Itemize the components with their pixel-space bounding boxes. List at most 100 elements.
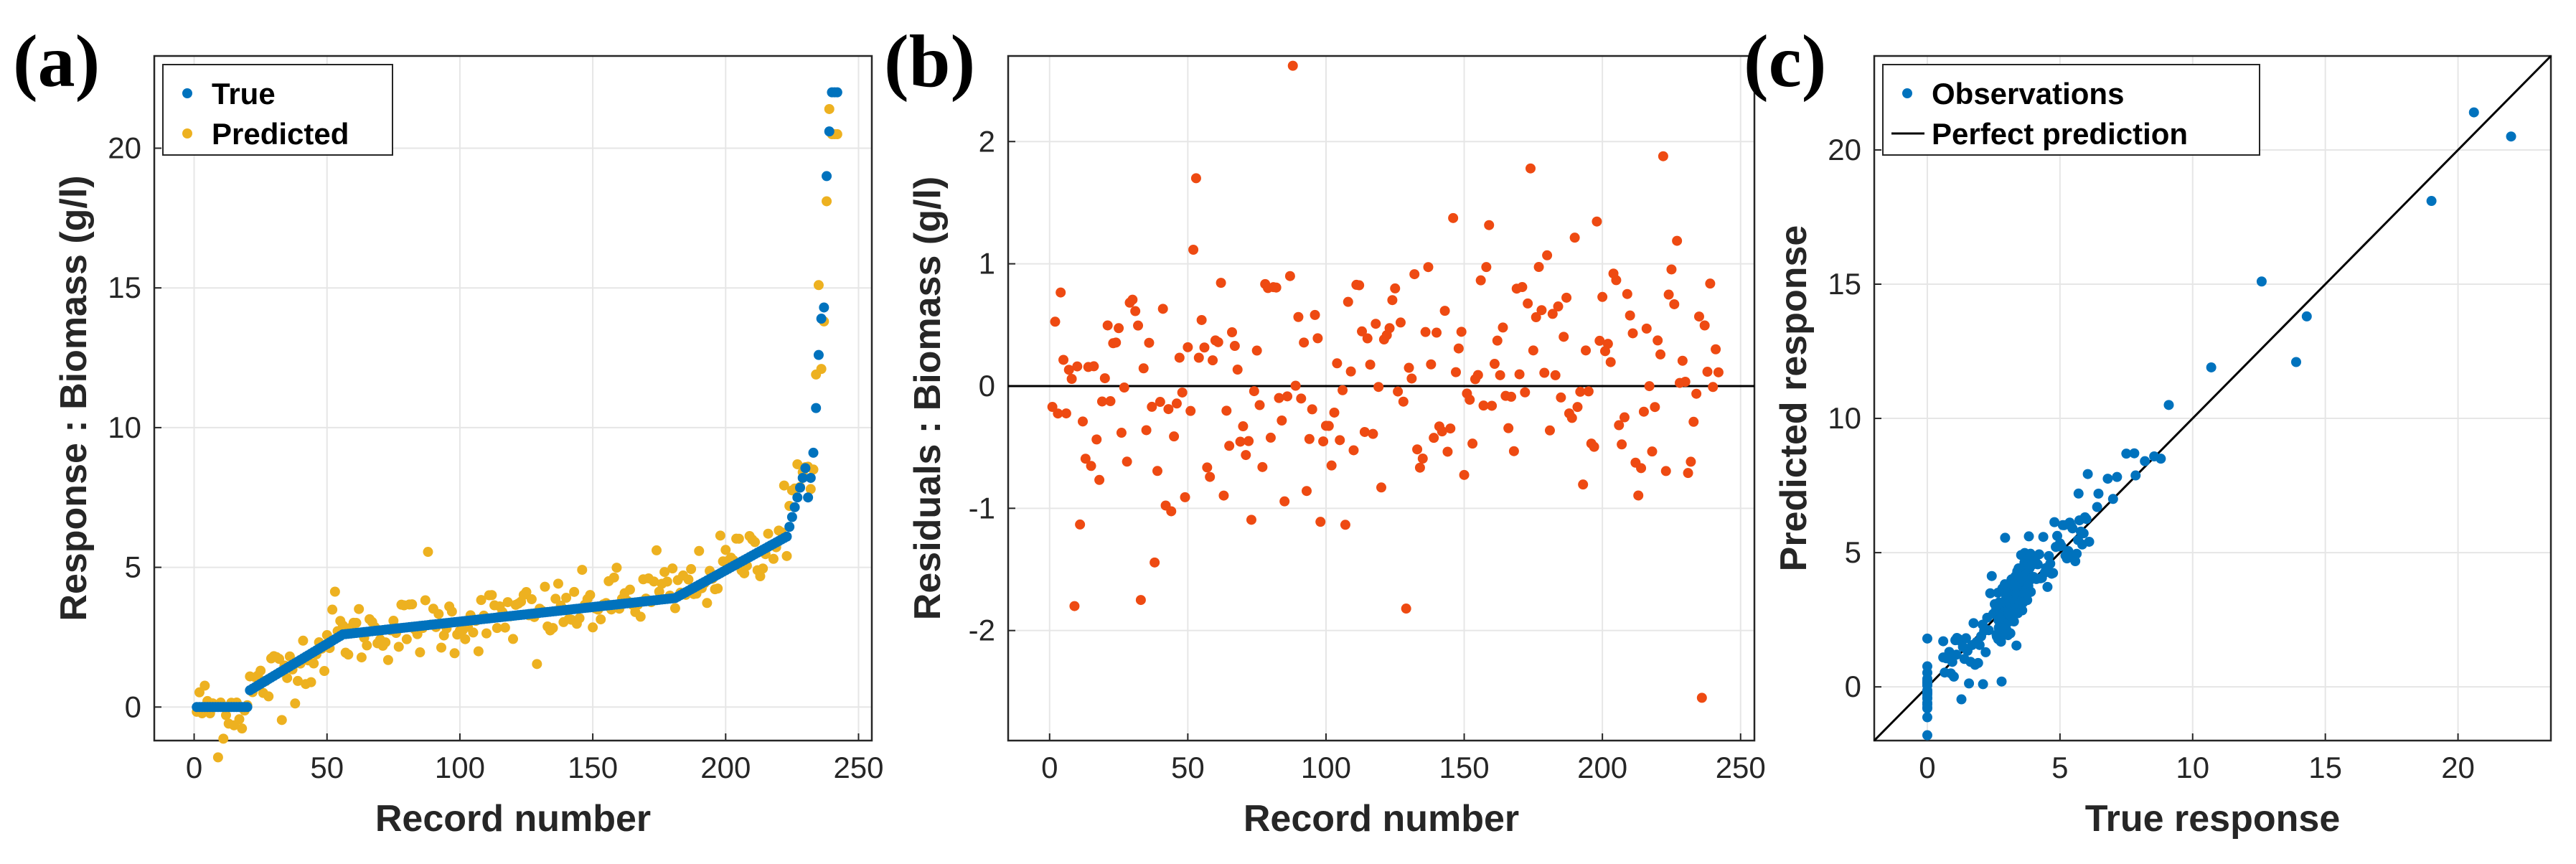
- observation-point: [1922, 692, 1932, 703]
- legend-marker-true: [182, 88, 192, 98]
- residual-point: [1390, 283, 1401, 294]
- observation-point: [1964, 678, 1975, 689]
- x-tick-label: 250: [1716, 751, 1766, 784]
- predicted-point: [481, 628, 492, 639]
- legend-box: [162, 64, 393, 156]
- x-tick-label: 50: [310, 751, 344, 784]
- residual-point: [1583, 386, 1594, 397]
- x-tick-label: 100: [435, 751, 485, 784]
- predicted-point: [499, 622, 510, 633]
- residual-point: [1533, 262, 1544, 273]
- residual-point: [1409, 269, 1420, 280]
- residual-point: [1553, 301, 1564, 312]
- observation-point: [2072, 548, 2082, 559]
- predicted-point: [221, 710, 231, 720]
- residual-point: [1122, 456, 1132, 467]
- predicted-point: [194, 687, 205, 698]
- residual-point: [1503, 423, 1514, 433]
- residual-point: [1296, 393, 1307, 404]
- residual-point: [1213, 337, 1223, 347]
- observation-point: [2256, 276, 2267, 287]
- x-tick-label: 0: [1041, 751, 1058, 784]
- residual-point: [1605, 357, 1616, 367]
- predicted-point: [362, 640, 372, 651]
- residual-point: [1362, 333, 1373, 344]
- predicted-point: [329, 586, 340, 597]
- predicted-point: [540, 581, 550, 592]
- residual-point: [1597, 291, 1608, 302]
- predicted-point: [212, 752, 223, 763]
- y-tick-label: 0: [979, 369, 995, 403]
- true-point: [811, 403, 822, 413]
- predicted-point: [337, 620, 348, 631]
- residual-point: [1467, 438, 1478, 449]
- residual-point: [1508, 446, 1519, 456]
- residual-point: [1111, 337, 1122, 348]
- residual-point: [1406, 373, 1417, 384]
- residual-point: [1354, 280, 1365, 291]
- residual-point: [1105, 396, 1116, 407]
- predicted-point: [476, 595, 486, 606]
- observation-point: [2032, 559, 2043, 570]
- residual-point: [1099, 373, 1110, 384]
- data-points: [1922, 107, 2516, 741]
- observation-point: [2042, 581, 2053, 592]
- observation-point: [2112, 471, 2123, 482]
- residual-point: [1647, 446, 1658, 457]
- residual-point: [1542, 250, 1553, 260]
- predicted-point: [667, 563, 678, 574]
- predicted-point: [290, 698, 301, 709]
- residual-point: [1660, 466, 1671, 476]
- observation-point: [2130, 470, 2141, 481]
- observation-point: [1973, 657, 1983, 668]
- residual-point: [1338, 385, 1348, 395]
- legend-marker-observations: [1902, 88, 1912, 98]
- residual-point: [1686, 456, 1696, 467]
- residual-point: [1293, 311, 1304, 322]
- residual-point: [1376, 482, 1386, 493]
- predicted-point: [561, 593, 572, 604]
- residual-point: [1279, 496, 1290, 507]
- residual-point: [1581, 345, 1592, 356]
- predicted-point: [415, 647, 426, 658]
- residual-point: [1315, 517, 1326, 527]
- residual-point: [1157, 304, 1168, 314]
- residual-point: [1404, 362, 1414, 373]
- predicted-point: [733, 533, 744, 544]
- legend-label-perfect-prediction: Perfect prediction: [1932, 117, 2188, 151]
- residual-point: [1277, 415, 1287, 426]
- x-tick-label: 20: [2441, 751, 2475, 784]
- observation-point: [1922, 673, 1932, 684]
- legend-label-observations: Observations: [1932, 77, 2124, 111]
- true-point: [819, 302, 829, 313]
- predicted-point: [407, 599, 418, 610]
- residual-point: [1304, 433, 1315, 444]
- residual-point: [1069, 601, 1080, 611]
- predicted-point: [624, 584, 635, 595]
- residual-point: [1666, 264, 1677, 275]
- y-tick-label: 10: [108, 410, 141, 444]
- residual-point: [1472, 370, 1483, 380]
- residual-point: [1561, 292, 1572, 303]
- residual-point: [1702, 367, 1713, 377]
- residual-point: [1185, 405, 1196, 416]
- residual-point: [1130, 306, 1141, 316]
- predicted-point: [521, 586, 532, 597]
- predicted-point: [715, 530, 725, 541]
- residual-point: [1677, 355, 1688, 366]
- residual-point: [1183, 342, 1193, 352]
- residual-point: [1318, 436, 1329, 447]
- observation-point: [2034, 549, 2044, 560]
- residual-point: [1611, 275, 1622, 286]
- predicted-point: [781, 550, 792, 561]
- residual-point: [1539, 367, 1550, 378]
- residual-point: [1672, 235, 1683, 246]
- data-points: [1047, 60, 1724, 703]
- residual-point: [1393, 386, 1404, 397]
- residual-point: [1141, 425, 1152, 436]
- residual-point: [1589, 441, 1599, 452]
- residual-point: [1326, 460, 1337, 471]
- predicted-point: [468, 627, 479, 638]
- residual-point: [1658, 151, 1668, 161]
- residual-point: [1636, 463, 1647, 474]
